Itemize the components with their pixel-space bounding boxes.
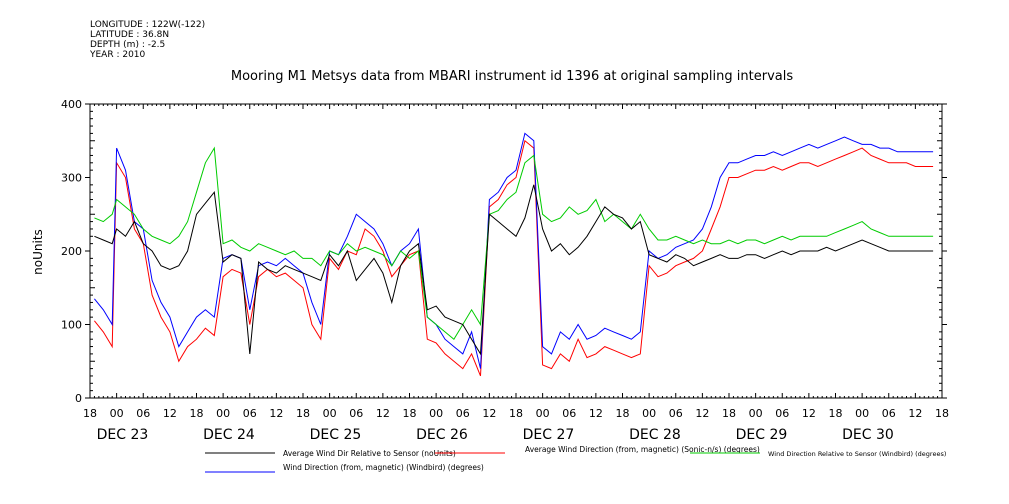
- x-tick-label: 18: [296, 407, 310, 420]
- x-tick-label: 00: [536, 407, 550, 420]
- longitude-label: LONGITUDE : 122W(-122): [90, 20, 206, 30]
- x-tick-label: 18: [509, 407, 523, 420]
- y-tick-label: 100: [61, 319, 82, 332]
- x-tick-label: 12: [376, 407, 390, 420]
- x-tick-label: 12: [269, 407, 283, 420]
- x-tick-label: 18: [722, 407, 736, 420]
- x-tick-label: 12: [802, 407, 816, 420]
- series-line-0: [94, 184, 934, 356]
- y-tick-label: 200: [61, 245, 82, 258]
- series-line-1: [94, 139, 934, 377]
- x-tick-label: 06: [456, 407, 470, 420]
- legend: Average Wind Dir Relative to Sensor (noU…: [205, 445, 946, 473]
- x-tick-label: 12: [908, 407, 922, 420]
- x-tick-label: 18: [83, 407, 97, 420]
- x-tick-label: 12: [482, 407, 496, 420]
- y-tick-label: 400: [61, 98, 82, 111]
- legend-label-2: Wind Direction Relative to Sensor (Windb…: [768, 450, 946, 458]
- year-label: YEAR : 2010: [90, 50, 146, 60]
- x-tick-label: 06: [562, 407, 576, 420]
- x-tick-label: 18: [935, 407, 949, 420]
- x-day-label: DEC 23: [97, 427, 149, 443]
- x-day-label: DEC 29: [736, 427, 788, 443]
- metadata-block: LONGITUDE : 122W(-122) LATITUDE : 36.8N …: [90, 20, 205, 60]
- x-tick-label: 18: [403, 407, 417, 420]
- x-day-label: DEC 24: [203, 427, 255, 443]
- y-tick-label: 300: [61, 172, 82, 185]
- x-tick-label: 18: [190, 407, 204, 420]
- x-day-label: DEC 25: [310, 427, 362, 443]
- x-day-label: DEC 30: [842, 427, 894, 443]
- x-day-label: DEC 26: [416, 427, 468, 443]
- x-day-label: DEC 27: [523, 427, 575, 443]
- latitude-label: LATITUDE : 36.8N: [90, 30, 170, 40]
- depth-label: DEPTH (m) : -2.5: [90, 40, 166, 50]
- chart-title: Mooring M1 Metsys data from MBARI instru…: [231, 69, 793, 84]
- x-tick-label: 06: [243, 407, 257, 420]
- x-tick-label: 00: [855, 407, 869, 420]
- x-tick-label: 06: [136, 407, 150, 420]
- y-axis: 0 100 200 300 400: [61, 98, 947, 405]
- series-line-2: [94, 146, 934, 340]
- legend-label-1: Average Wind Direction (from, magnetic) …: [525, 445, 760, 454]
- x-tick-label: 00: [642, 407, 656, 420]
- x-tick-label: 06: [669, 407, 683, 420]
- x-tick-label: 06: [775, 407, 789, 420]
- x-tick-label: 18: [829, 407, 843, 420]
- series-layer: [94, 132, 934, 377]
- x-tick-label: 00: [110, 407, 124, 420]
- x-tick-label: 12: [589, 407, 603, 420]
- x-tick-label: 00: [749, 407, 763, 420]
- x-tick-label: 06: [349, 407, 363, 420]
- x-tick-label: 00: [216, 407, 230, 420]
- x-tick-label: 12: [163, 407, 177, 420]
- y-tick-label: 0: [75, 392, 82, 405]
- x-tick-label: 00: [323, 407, 337, 420]
- x-axis: 18 00 06 12 18 00 06 12 18 00 06 12 18 00 06 12 18 00 06 12…: [83, 104, 949, 443]
- x-tick-label: 06: [882, 407, 896, 420]
- x-day-label: DEC 28: [629, 427, 681, 443]
- x-tick-label: 00: [429, 407, 443, 420]
- y-axis-label: noUnits: [31, 229, 45, 275]
- x-tick-label: 18: [616, 407, 630, 420]
- x-tick-label: 12: [695, 407, 709, 420]
- legend-label-0: Average Wind Dir Relative to Sensor (noU…: [283, 449, 456, 458]
- legend-label-3: Wind Direction (from, magnetic) (Windbir…: [283, 463, 484, 472]
